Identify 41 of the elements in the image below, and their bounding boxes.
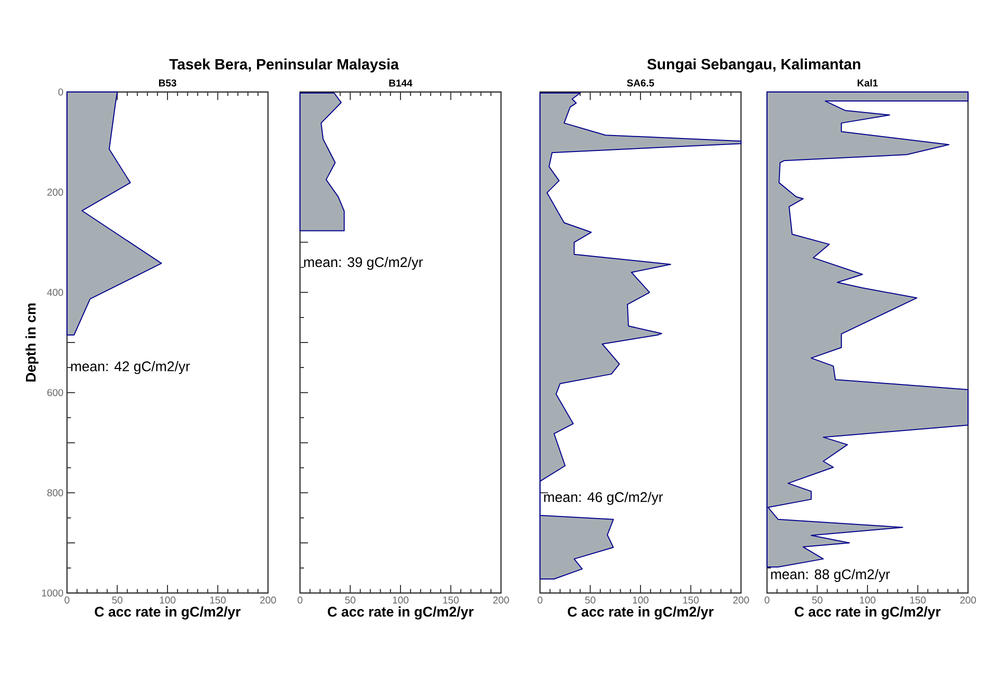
x-tick-label: 50 [112,596,122,604]
x-tick-label: 100 [632,596,648,604]
y-tick-label: 200 [47,188,64,196]
x-tick-label: 100 [392,596,408,604]
x-tick-label: 200 [493,596,509,604]
chart-subtitle: B144 [389,80,412,87]
annotation: mean: 46 gC/m2/yr [544,492,663,505]
annotation: mean: 39 gC/m2/yr [304,256,423,270]
x-tick-label: 100 [160,596,176,604]
chart-subtitle: Kal1 [858,79,878,86]
x-tick-label: 150 [683,596,699,604]
x-tick-label: 100 [860,596,876,604]
x-axis-title: C acc rate in gC/m2/yr [94,606,241,620]
y-axis-title: Depth in cm [25,303,38,382]
x-tick-label: 0 [64,596,70,604]
y-tick-label: 800 [47,489,64,496]
x-tick-label: 0 [298,596,302,604]
x-tick-label: 200 [733,596,749,604]
x-axis-title: C acc rate in gC/m2/yr [328,606,474,620]
y-tick-label: 0 [58,88,64,96]
x-tick-label: 0 [764,596,770,604]
annotation: mean: 88 gC/m2/yr [771,568,890,582]
x-tick-label: 200 [960,596,976,604]
chart-title: Sungai Sebangau, Kalimantan [647,58,860,72]
x-tick-label: 50 [812,596,822,604]
y-tick-label: 600 [47,389,64,396]
x-tick-label: 50 [345,596,356,604]
x-tick-label: 150 [210,596,226,604]
x-axis-title: C acc rate in gC/m2/yr [568,606,714,620]
x-tick-label: 200 [260,596,276,604]
x-axis-title: C acc rate in gC/m2/yr [794,606,941,620]
annotation: mean: 42 gC/m2/yr [71,361,190,374]
y-tick-label: 1000 [42,589,64,597]
x-tick-label: 150 [443,596,459,604]
x-tick-label: 150 [910,596,926,604]
chart-subtitle: B53 [159,79,176,86]
chart-subtitle: SA6.5 [626,79,654,86]
x-tick-label: 0 [538,596,542,604]
chart-title: Tasek Bera, Peninsular Malaysia [169,58,399,72]
y-tick-label: 400 [47,288,64,296]
x-tick-label: 50 [585,596,596,604]
